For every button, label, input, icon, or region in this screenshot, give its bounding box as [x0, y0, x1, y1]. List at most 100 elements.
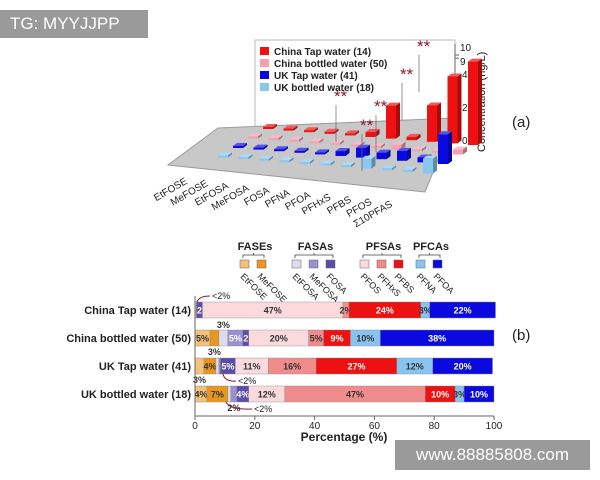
segment-label: 2: [243, 334, 248, 344]
stacked-segment: [215, 357, 220, 375]
bar: [253, 147, 264, 150]
stacked-segment: [463, 385, 495, 403]
bar-side: [463, 146, 467, 155]
y-tick-label: 0: [462, 136, 468, 147]
segment-label: 3%: [217, 320, 230, 330]
bar-side: [243, 143, 247, 148]
bar-side: [437, 102, 441, 142]
bar: [397, 150, 407, 161]
segment-label: 3%: [208, 347, 221, 357]
bar-side: [248, 154, 253, 160]
stacked-segment: [227, 385, 232, 403]
segment-label: 11%: [243, 362, 261, 372]
bar-side: [330, 160, 335, 166]
bar: [345, 133, 355, 136]
bar: [274, 149, 284, 152]
legend-swatch: [239, 259, 250, 269]
bar-top: [447, 73, 462, 77]
bar: [268, 138, 279, 141]
bar-side: [293, 125, 298, 131]
bar: [438, 134, 448, 164]
bar-top: [453, 146, 467, 150]
watermark-top-left: TG: MYYJJPP: [0, 10, 148, 38]
bar-side: [310, 158, 314, 164]
bar-side: [314, 127, 318, 133]
segment-label: 5%: [196, 334, 209, 344]
row-label: UK bottled water (18): [81, 389, 191, 401]
segment-label: 3%: [419, 306, 432, 316]
bar-side: [371, 155, 376, 169]
row-label: UK Tap water (41): [99, 361, 191, 373]
bar-side: [258, 133, 262, 139]
bar-top: [309, 138, 324, 142]
bar: [218, 155, 228, 158]
significance-marker: **: [360, 116, 374, 135]
bar: [386, 105, 396, 139]
bar-top: [335, 148, 350, 152]
row-label: China Tap water (14): [84, 305, 191, 317]
x-tick-label: 100: [486, 421, 503, 432]
bar: [453, 149, 463, 155]
bar: [294, 150, 305, 153]
significance-marker: **: [334, 87, 348, 106]
bar-side: [433, 155, 437, 174]
segment-label: 22%: [454, 306, 472, 316]
bar-side: [289, 157, 294, 163]
legend-bracket: [294, 253, 334, 258]
bar-side: [422, 146, 426, 152]
note-arrow: [222, 373, 237, 382]
stacked-segment: [218, 357, 221, 375]
bar-side: [381, 143, 385, 149]
bar-top: [294, 147, 309, 151]
bar: [350, 144, 361, 147]
legend-swatch: [308, 259, 319, 269]
bar-top: [438, 131, 452, 135]
bar-top: [412, 146, 426, 150]
significance-marker: **: [400, 65, 414, 84]
legend-swatch: [260, 71, 269, 79]
bar-top: [391, 141, 406, 145]
bar-top: [423, 155, 437, 159]
bar-top: [330, 139, 344, 143]
bar-side: [269, 155, 273, 161]
bar-side: [228, 152, 232, 158]
bar-top: [233, 143, 247, 146]
note-arrow: [225, 401, 253, 410]
bar: [320, 163, 331, 166]
x-tick-label: 40: [309, 421, 321, 432]
x-tick-label: 60: [369, 421, 381, 432]
x-tick-label: 0: [192, 421, 198, 432]
bar-top: [274, 146, 288, 150]
bar-side: [396, 102, 400, 139]
segment-label: 12%: [406, 362, 424, 372]
segment-label: 12%: [258, 390, 276, 400]
note-label: <2%: [238, 376, 256, 386]
bar-side: [401, 141, 406, 150]
segment-label: 5%: [221, 362, 234, 372]
segment-label: 38%: [428, 334, 446, 344]
segment-label: 7%: [211, 390, 224, 400]
bar: [259, 158, 269, 161]
row-label: China bottled water (50): [66, 333, 191, 345]
bar-side: [392, 165, 396, 171]
segment-label: 2%: [339, 306, 352, 316]
bar: [356, 147, 366, 158]
bar: [315, 152, 325, 155]
legend-group-title: FASAs: [298, 241, 333, 253]
panel-label-b: (b): [512, 327, 531, 344]
segment-label: 24%: [376, 306, 394, 316]
bar-top: [468, 58, 482, 62]
watermark-bottom-right: www.88885808.com: [395, 440, 590, 470]
bar-top: [386, 102, 400, 106]
bar: [402, 169, 413, 172]
bar-top: [350, 141, 365, 145]
segment-label: 3%: [193, 375, 206, 385]
bar-side: [340, 139, 344, 145]
y-tick-label: 10: [460, 43, 472, 54]
segment-label: 47%: [346, 390, 364, 400]
bar: [309, 141, 320, 144]
segment-label: 5%: [310, 334, 323, 344]
bar: [324, 131, 335, 134]
bar-side: [412, 166, 417, 172]
bar: [238, 157, 249, 160]
